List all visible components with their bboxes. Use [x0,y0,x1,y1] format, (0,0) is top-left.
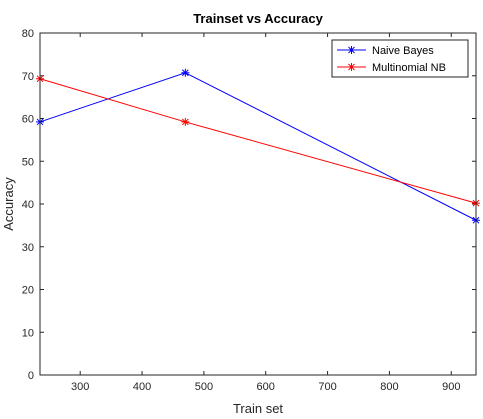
ticks-layer: 300 400 500 600 700 800 900 0 10 20 30 40 50 60 70 80 [22,28,476,393]
legend-marker-naive-bayes [347,46,356,54]
y-tick-label: 0 [28,370,34,382]
chart-title: Trainset vs Accuracy [193,11,323,26]
y-tick-label: 80 [22,28,34,40]
y-tick-label: 50 [22,156,34,168]
legend-label-naive-bayes: Naive Bayes [372,45,434,57]
y-tick-label: 40 [22,199,34,211]
y-tick-label: 10 [22,327,34,339]
data-point-naive-bayes [181,68,190,77]
y-tick-label: 30 [22,242,34,254]
x-tick-label: 300 [71,381,89,393]
x-tick-label: 600 [257,381,275,393]
x-tick-label: 900 [442,381,460,393]
legend-marker-icon [347,63,356,71]
legend-box [331,39,469,78]
legend-marker-multinomial-nb [347,63,356,71]
legend-marker-icon [347,46,356,54]
legend-label-multinomial-nb: Multinomial NB [372,62,446,74]
y-tick-label: 20 [22,285,34,297]
x-tick-label: 800 [380,381,398,393]
x-tick-label: 700 [318,381,336,393]
x-tick-label: 500 [195,381,213,393]
x-tick-label: 400 [133,381,151,393]
data-point-multinomial-nb [181,117,190,126]
plot-frame [39,32,477,376]
legend: Naive Bayes Multinomial NB [331,39,469,78]
y-tick-label: 60 [22,114,34,126]
x-axis-label: Train set [233,401,283,416]
y-tick-label: 70 [22,71,34,83]
y-axis-label: Accuracy [1,177,16,231]
